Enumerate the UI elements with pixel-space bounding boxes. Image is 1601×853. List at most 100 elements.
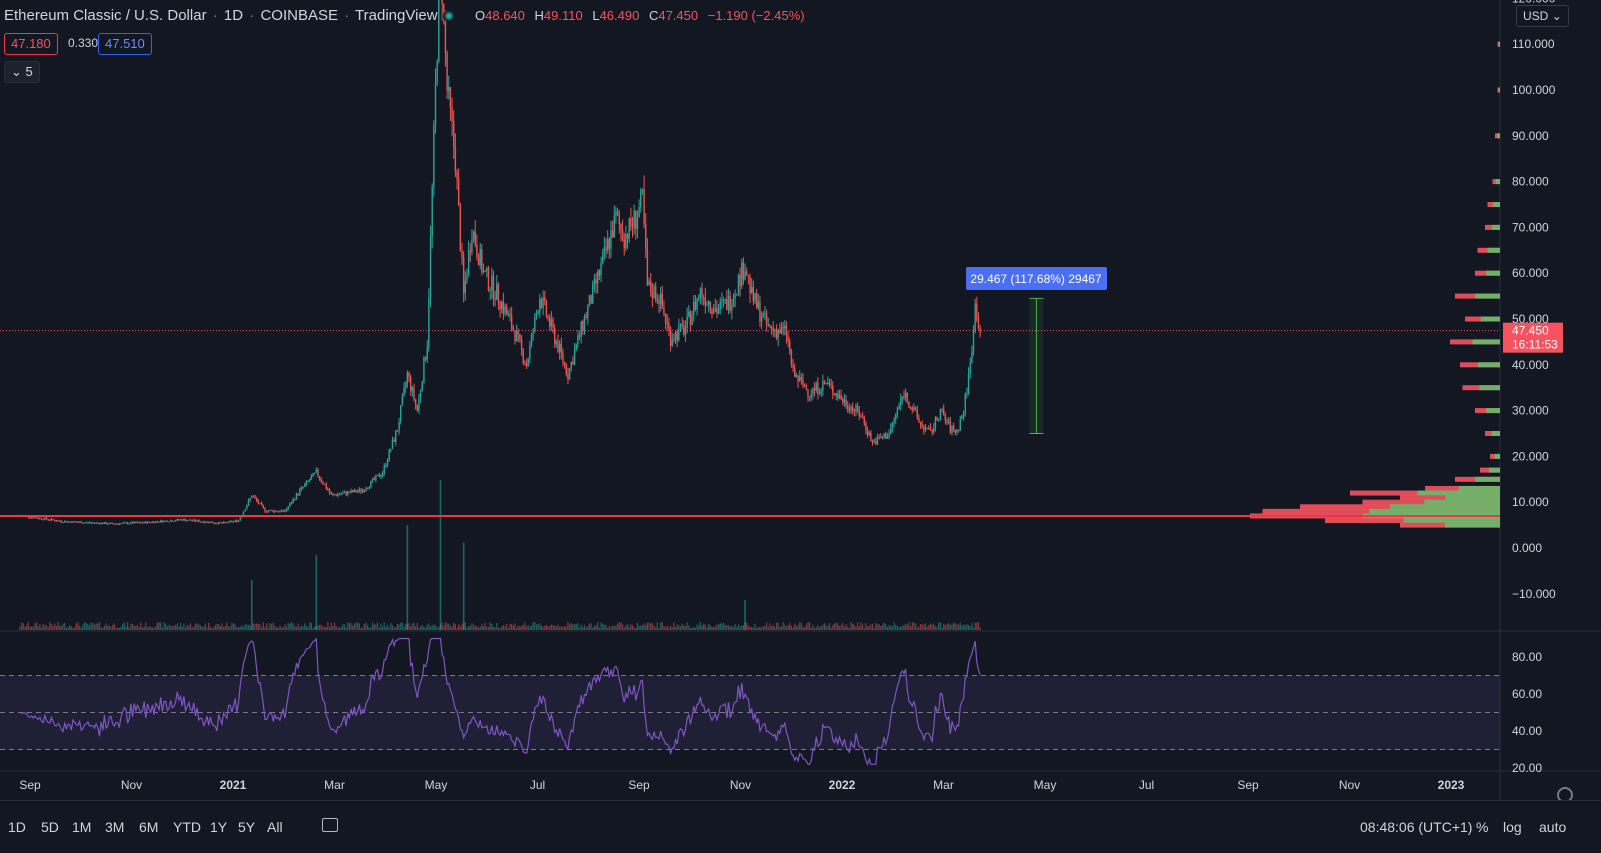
volume-bar <box>530 625 533 630</box>
range-all-button[interactable]: All <box>267 819 283 835</box>
volume-bar <box>741 625 743 630</box>
volume-bar <box>295 627 298 630</box>
volume-bar <box>428 623 430 630</box>
volume-bar <box>835 622 837 630</box>
buy-price-button[interactable]: 47.510 <box>98 33 152 55</box>
volume-bar <box>509 623 511 630</box>
candle-body <box>112 522 114 524</box>
volume-bar <box>544 625 546 630</box>
volume-bar <box>156 622 158 630</box>
candle-body <box>443 3 445 15</box>
last-price-label: 47.450 <box>1512 324 1549 338</box>
range-1m-button[interactable]: 1M <box>72 819 92 835</box>
range-1d-button[interactable]: 1D <box>8 819 26 835</box>
currency-select[interactable]: USD ⌄ <box>1516 5 1569 27</box>
volume-bar <box>590 623 592 630</box>
candle-body <box>820 390 822 394</box>
candle-body <box>118 523 121 525</box>
volume-bar <box>689 627 692 630</box>
candle-body <box>578 335 581 337</box>
candle-body <box>141 522 144 524</box>
calendar-range-icon[interactable] <box>322 818 338 832</box>
candle-body <box>93 522 96 524</box>
volume-bar <box>458 624 460 630</box>
rsi-tick-label: 80.00 <box>1512 650 1542 664</box>
volume-bar <box>335 626 337 630</box>
candle-body <box>395 430 397 442</box>
interval-label[interactable]: 1D <box>223 7 244 24</box>
volume-bar <box>218 624 220 630</box>
volume-bar <box>625 625 627 630</box>
candle-body <box>747 275 750 277</box>
volume-bar <box>87 623 89 630</box>
candle-body <box>664 313 667 324</box>
auto-toggle[interactable]: auto <box>1539 819 1567 835</box>
candle-body <box>926 427 928 429</box>
candle-body <box>260 503 263 506</box>
market-status-icon[interactable] <box>443 10 455 22</box>
candle-body <box>924 428 927 431</box>
volume-bar <box>199 625 202 630</box>
volume-bar <box>85 622 87 630</box>
indicators-toggle-button[interactable]: ⌄ 5 <box>4 61 40 83</box>
volume-bar <box>178 626 180 630</box>
volume-spike <box>406 525 409 630</box>
volume-bar <box>752 627 754 630</box>
volume-bar <box>717 624 720 630</box>
volume-bar <box>216 623 218 630</box>
volume-bar <box>742 625 745 630</box>
candle-body <box>457 179 460 206</box>
candle-body <box>476 244 478 256</box>
range-ytd-button[interactable]: YTD <box>173 819 201 835</box>
candle-body <box>855 405 857 412</box>
range-5d-button[interactable]: 5D <box>41 819 59 835</box>
range-3m-button[interactable]: 3M <box>105 819 125 835</box>
candle-body <box>83 522 86 524</box>
candle-body <box>810 394 812 397</box>
volume-bar <box>418 627 420 630</box>
price-tick-label: 10.000 <box>1512 495 1549 509</box>
candle-body <box>247 500 250 506</box>
candle-body <box>133 521 135 524</box>
range-6m-button[interactable]: 6M <box>139 819 159 835</box>
volume-bar <box>386 624 389 630</box>
volume-bar <box>582 627 584 630</box>
range-1y-button[interactable]: 1Y <box>210 819 228 835</box>
log-toggle[interactable]: log <box>1503 819 1522 835</box>
candle-body <box>669 328 672 346</box>
volume-bar <box>966 624 968 630</box>
candle-body <box>363 490 366 492</box>
volume-bar <box>153 627 155 630</box>
volume-bar <box>926 626 928 630</box>
candle-body <box>853 410 856 412</box>
candle-body <box>481 249 483 273</box>
range-5y-button[interactable]: 5Y <box>238 819 256 835</box>
candle-body <box>913 407 915 410</box>
candle-body <box>254 496 256 499</box>
candle-body <box>308 479 311 481</box>
volume-bar <box>641 625 644 630</box>
candle-body <box>959 419 961 431</box>
candle-body <box>598 271 601 276</box>
volume-bar <box>325 626 327 630</box>
volume-bar <box>312 627 314 630</box>
candle-body <box>734 294 736 298</box>
candle-body <box>355 489 357 493</box>
symbol-legend[interactable]: Ethereum Classic / U.S. Dollar · 1D · CO… <box>4 7 438 24</box>
volume-bar <box>123 622 125 630</box>
candle-body <box>52 518 54 520</box>
candle-body <box>557 341 559 353</box>
volume-bar <box>663 625 665 630</box>
candle-body <box>843 399 846 403</box>
candle-body <box>568 367 571 380</box>
symbol-name: Ethereum Classic / U.S. Dollar <box>4 7 207 24</box>
volume-bar <box>350 623 352 630</box>
percent-toggle[interactable]: % <box>1476 819 1489 835</box>
sell-price-button[interactable]: 47.180 <box>4 33 58 55</box>
candle-body <box>702 297 705 299</box>
candle-body <box>116 523 119 525</box>
candle-body <box>302 486 304 488</box>
time-zone-clock[interactable]: 08:48:06 (UTC+1) <box>1360 819 1473 835</box>
volume-spike <box>439 480 442 630</box>
